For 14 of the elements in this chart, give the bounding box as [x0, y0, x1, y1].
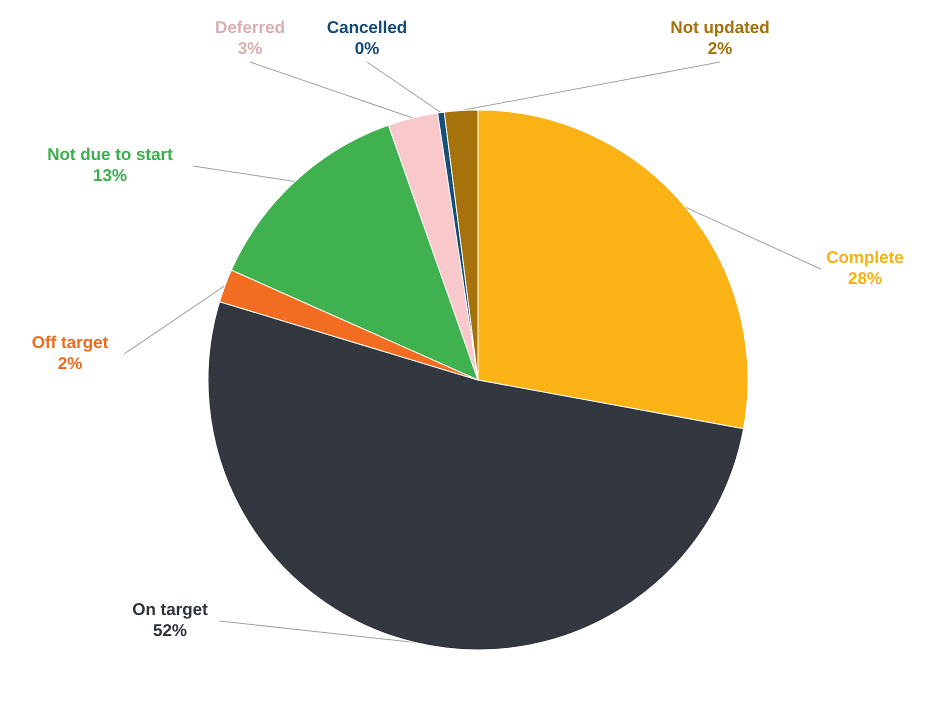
slice-label: Not due to start — [47, 145, 174, 164]
slice-label: Deferred — [215, 18, 285, 37]
data-label: 28% — [848, 269, 882, 288]
slice-label: On target — [132, 600, 208, 619]
data-label: 0% — [354, 39, 380, 58]
data-label: 2% — [708, 39, 732, 58]
slice-label: Complete — [826, 248, 904, 267]
slice-label: Off target — [32, 333, 109, 352]
data-label: 2% — [58, 354, 82, 373]
data-label: 3% — [238, 39, 262, 58]
slice-label: Cancelled — [326, 18, 408, 37]
slice-label: Not updated — [670, 18, 770, 37]
data-label: 13% — [92, 166, 128, 185]
data-label: 52% — [152, 621, 188, 640]
